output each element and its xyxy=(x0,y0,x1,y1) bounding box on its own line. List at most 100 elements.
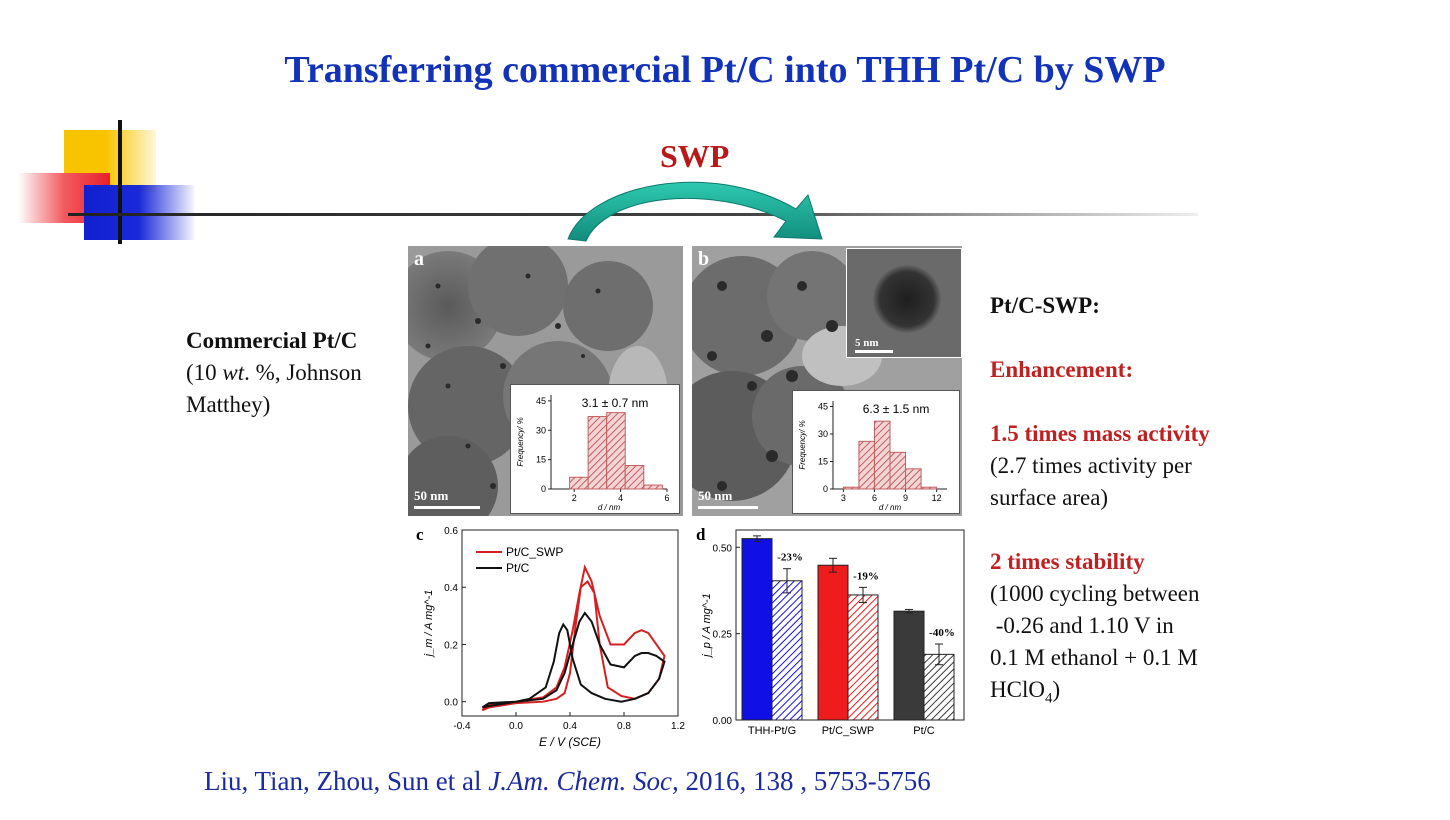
x-tick-label: 3 xyxy=(841,493,846,503)
x-axis-label: E / V (SCE) xyxy=(539,735,601,749)
x-tick-label: 9 xyxy=(903,493,908,503)
y-axis-label: j_m / A mg^-1 xyxy=(423,590,435,659)
scale-text-b: 50 nm xyxy=(698,488,733,503)
right-heading: Pt/C-SWP: xyxy=(990,293,1100,318)
x-tick-label: 6 xyxy=(872,493,877,503)
y-tick-label: 30 xyxy=(818,429,828,439)
panel-label-b: b xyxy=(698,248,710,270)
y-tick-label: 45 xyxy=(536,396,546,406)
tem-texture-a xyxy=(408,246,683,516)
bar xyxy=(847,594,879,721)
y-tick-label: 15 xyxy=(818,457,828,467)
y-tick-label: 0.6 xyxy=(444,526,458,537)
histogram-chart-b: 0 15 30 45 3 6 9 12 6.3 ± 1.5 nm d / nm Frequency/… xyxy=(798,401,947,512)
histogram-bar xyxy=(889,451,907,490)
histogram-title: 3.1 ± 0.7 nm xyxy=(582,396,649,410)
y-tick-label: 0.2 xyxy=(444,640,458,651)
series-line-pt-c xyxy=(481,611,666,709)
hrtem-particle-image xyxy=(847,249,961,357)
legend-label: Pt/C xyxy=(506,561,530,575)
stability-detail-2: -0.26 and 1.10 V in xyxy=(990,613,1174,638)
peak-current-chart: d 0.00 0.25 0.50 THH-Pt/G -23% Pt/C_SWP -19% Pt/… xyxy=(696,525,965,737)
citation-authors: Liu, Tian, Zhou, Sun et al xyxy=(204,766,482,796)
histogram-bar xyxy=(842,486,860,490)
histogram-bar xyxy=(587,416,608,490)
stability-detail-1: (1000 cycling between xyxy=(990,581,1200,606)
stability-detail-4: HClO4) xyxy=(990,677,1061,707)
y-tick-label: 45 xyxy=(818,402,828,412)
tem-image-a: a 50 nm 0 15 30 45 2 4 6 3.1 ± 0.7 nm d / nm Freq… xyxy=(408,246,683,516)
y-tick-label: 0 xyxy=(541,484,546,494)
bar xyxy=(817,564,849,721)
histogram-bar xyxy=(905,468,922,490)
histogram-chart-a: 0 15 30 45 2 4 6 3.1 ± 0.7 nm d / nm Frequency/ % xyxy=(516,395,670,512)
histogram-bar xyxy=(873,420,891,490)
histogram-inset-b: 0 15 30 45 3 6 9 12 6.3 ± 1.5 nm d / nm Frequency/… xyxy=(792,390,960,514)
y-axis-label: j_p / A mg^-1 xyxy=(701,593,713,659)
curved-arrow-icon xyxy=(567,181,823,242)
stability-line: 2 times stability xyxy=(990,549,1145,574)
bar-chart-panel: d 0.00 0.25 0.50 THH-Pt/G -23% Pt/C_SWP -19% Pt/… xyxy=(692,520,970,752)
y-tick-label: 15 xyxy=(536,455,546,465)
bar xyxy=(741,538,773,721)
y-tick-label: 0 xyxy=(823,484,828,494)
histogram-bar xyxy=(858,440,875,490)
y-tick-label: 0.0 xyxy=(444,698,458,709)
histogram-bar xyxy=(920,486,938,490)
tem-image-b: b 50 nm 5 nm 0 15 30 45 3 6 9 12 6.3 ± 1.5 nm d /… xyxy=(692,246,962,516)
hrtem-inset-b: 5 nm xyxy=(846,248,962,358)
histogram-bar xyxy=(643,484,663,490)
decor-horizontal-line xyxy=(68,213,1198,216)
x-axis-label: d / nm xyxy=(879,503,902,512)
left-description: Commercial Pt/C (10 wt. %, Johnson Matth… xyxy=(186,325,362,421)
y-tick-label: 0.00 xyxy=(713,716,733,727)
histogram-title: 6.3 ± 1.5 nm xyxy=(863,402,930,416)
scale-bar-a xyxy=(414,506,480,509)
scale-bar-b-inset xyxy=(855,350,893,353)
category-label: Pt/C_SWP xyxy=(822,725,875,737)
citation-journal: J.Am. Chem. Soc, xyxy=(481,766,679,796)
histogram-bar xyxy=(606,412,626,490)
decor-vertical-line xyxy=(118,120,122,244)
panel-label-a: a xyxy=(414,248,424,270)
right-description: Pt/C-SWP: Enhancement: 1.5 times mass ac… xyxy=(990,290,1210,715)
category-label: THH-Pt/G xyxy=(748,725,796,737)
x-tick-label: 0.4 xyxy=(563,721,577,732)
plot-frame xyxy=(461,529,679,717)
change-annotation: -40% xyxy=(929,627,955,639)
bar xyxy=(893,610,925,721)
histogram-bar xyxy=(624,465,645,490)
scale-text-b-inset: 5 nm xyxy=(855,337,879,349)
x-tick-label: -0.4 xyxy=(453,721,471,732)
category-label: Pt/C xyxy=(913,725,934,737)
cv-chart: c 0.0 0.2 0.4 0.6 -0.4 0.0 0.4 0.8 1.2 Pt/C_SWP Pt/… xyxy=(416,525,685,749)
x-tick-label: 1.2 xyxy=(671,721,685,732)
panel-label-d: d xyxy=(696,525,706,544)
histogram-bar xyxy=(569,476,589,490)
stability-detail-3: 0.1 M ethanol + 0.1 M xyxy=(990,645,1198,670)
cv-chart-panel: c 0.0 0.2 0.4 0.6 -0.4 0.0 0.4 0.8 1.2 Pt/C_SWP Pt/… xyxy=(408,520,690,752)
x-tick-label: 12 xyxy=(932,493,942,503)
decor-blue-square xyxy=(84,185,194,240)
left-detail-line-2: Matthey) xyxy=(186,392,271,417)
y-tick-label: 30 xyxy=(536,425,546,435)
histogram-inset-a: 0 15 30 45 2 4 6 3.1 ± 0.7 nm d / nm Frequency/ % xyxy=(510,384,680,514)
x-tick-label: 0.0 xyxy=(509,721,523,732)
panel-label-c: c xyxy=(416,525,424,544)
left-heading: Commercial Pt/C xyxy=(186,328,358,353)
y-tick-label: 0.50 xyxy=(713,543,733,554)
y-axis-label: Frequency/ % xyxy=(798,420,807,469)
y-tick-label: 0.4 xyxy=(444,583,458,594)
slide-title: Transferring commercial Pt/C into THH Pt… xyxy=(284,49,1166,91)
x-tick-label: 2 xyxy=(572,493,577,503)
swp-label: SWP xyxy=(660,138,730,174)
enhancement-heading: Enhancement: xyxy=(990,357,1134,382)
left-detail-line: (10 wt. %, Johnson xyxy=(186,360,362,385)
citation: Liu, Tian, Zhou, Sun et al J.Am. Chem. S… xyxy=(204,766,931,797)
legend-label: Pt/C_SWP xyxy=(506,545,563,559)
change-annotation: -23% xyxy=(777,552,803,564)
mass-detail-2: surface area) xyxy=(990,485,1109,510)
mass-activity-line: 1.5 times mass activity xyxy=(990,421,1210,446)
scale-text-a: 50 nm xyxy=(414,488,449,503)
mass-detail-1: (2.7 times activity per xyxy=(990,453,1192,478)
